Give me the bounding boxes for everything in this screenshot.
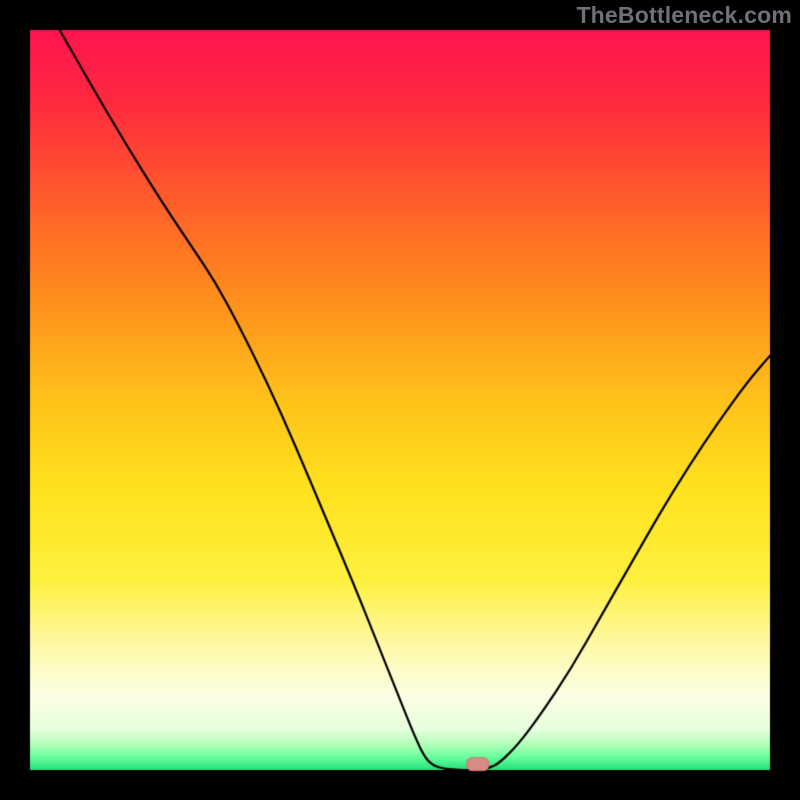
bottleneck-chart-canvas: [0, 0, 800, 800]
